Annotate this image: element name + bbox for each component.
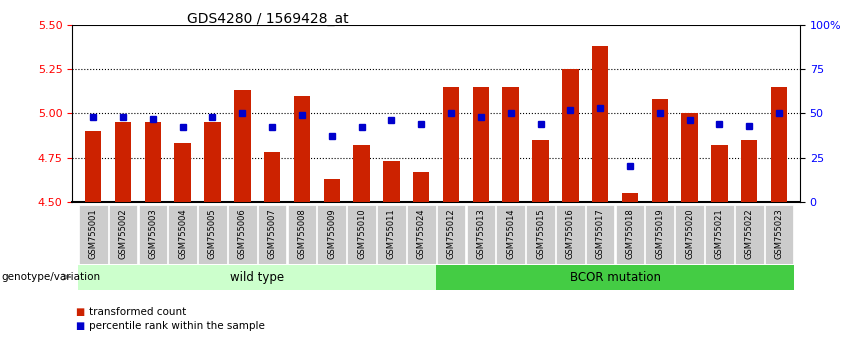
Bar — [413, 172, 430, 202]
Text: GSM755008: GSM755008 — [298, 209, 306, 259]
Text: GSM755017: GSM755017 — [596, 209, 605, 259]
FancyBboxPatch shape — [288, 205, 317, 264]
FancyBboxPatch shape — [347, 205, 376, 264]
FancyBboxPatch shape — [526, 205, 555, 264]
FancyBboxPatch shape — [168, 205, 197, 264]
FancyBboxPatch shape — [466, 205, 495, 264]
FancyBboxPatch shape — [615, 205, 644, 264]
Text: GSM755015: GSM755015 — [536, 209, 545, 259]
Text: GSM755019: GSM755019 — [655, 209, 665, 259]
FancyBboxPatch shape — [79, 205, 107, 264]
FancyBboxPatch shape — [317, 205, 346, 264]
Bar — [682, 113, 698, 202]
Text: GSM755020: GSM755020 — [685, 209, 694, 259]
Text: GSM755003: GSM755003 — [148, 209, 157, 259]
FancyBboxPatch shape — [496, 205, 525, 264]
Text: ■: ■ — [75, 307, 84, 316]
Text: genotype/variation: genotype/variation — [2, 272, 100, 282]
Bar — [472, 87, 489, 202]
Text: GSM755011: GSM755011 — [387, 209, 396, 259]
Text: percentile rank within the sample: percentile rank within the sample — [89, 321, 266, 331]
Text: GSM755010: GSM755010 — [357, 209, 366, 259]
FancyBboxPatch shape — [645, 205, 674, 264]
Text: GSM755009: GSM755009 — [328, 209, 336, 259]
FancyBboxPatch shape — [735, 205, 763, 264]
Text: GSM755016: GSM755016 — [566, 209, 574, 259]
Bar — [443, 87, 460, 202]
Text: GSM755018: GSM755018 — [625, 209, 635, 259]
Bar — [563, 69, 579, 202]
Bar — [264, 152, 280, 202]
Text: GSM755001: GSM755001 — [89, 209, 98, 259]
FancyBboxPatch shape — [705, 205, 734, 264]
Text: GSM755004: GSM755004 — [178, 209, 187, 259]
Text: GSM755013: GSM755013 — [477, 209, 485, 259]
Bar — [204, 122, 220, 202]
Bar — [383, 161, 400, 202]
FancyBboxPatch shape — [585, 205, 614, 264]
Text: GDS4280 / 1569428_at: GDS4280 / 1569428_at — [187, 12, 349, 27]
Bar — [323, 179, 340, 202]
FancyBboxPatch shape — [437, 205, 465, 264]
FancyBboxPatch shape — [436, 265, 794, 290]
Bar — [592, 46, 608, 202]
Bar — [115, 122, 131, 202]
Text: GSM755021: GSM755021 — [715, 209, 724, 259]
FancyBboxPatch shape — [228, 205, 257, 264]
FancyBboxPatch shape — [78, 265, 436, 290]
Bar — [174, 143, 191, 202]
Text: transformed count: transformed count — [89, 307, 186, 316]
FancyBboxPatch shape — [377, 205, 406, 264]
Text: GSM755022: GSM755022 — [745, 209, 754, 259]
Text: GSM755024: GSM755024 — [417, 209, 426, 259]
Bar — [502, 87, 519, 202]
Text: GSM755005: GSM755005 — [208, 209, 217, 259]
FancyBboxPatch shape — [139, 205, 167, 264]
Bar — [353, 145, 370, 202]
Text: GSM755007: GSM755007 — [267, 209, 277, 259]
Text: BCOR mutation: BCOR mutation — [569, 270, 660, 284]
FancyBboxPatch shape — [198, 205, 227, 264]
Bar — [652, 99, 668, 202]
Bar — [533, 140, 549, 202]
Text: wild type: wild type — [230, 270, 284, 284]
Bar — [294, 96, 310, 202]
FancyBboxPatch shape — [258, 205, 287, 264]
Bar — [234, 90, 250, 202]
FancyBboxPatch shape — [109, 205, 137, 264]
Text: GSM755006: GSM755006 — [237, 209, 247, 259]
Bar — [741, 140, 757, 202]
Bar — [622, 193, 638, 202]
Text: GSM755012: GSM755012 — [447, 209, 455, 259]
Bar — [771, 87, 787, 202]
Text: GSM755014: GSM755014 — [506, 209, 515, 259]
Text: GSM755002: GSM755002 — [118, 209, 128, 259]
Bar — [85, 131, 101, 202]
FancyBboxPatch shape — [407, 205, 436, 264]
Text: GSM755023: GSM755023 — [774, 209, 784, 259]
Bar — [145, 122, 161, 202]
FancyBboxPatch shape — [676, 205, 704, 264]
FancyBboxPatch shape — [556, 205, 585, 264]
Text: ■: ■ — [75, 321, 84, 331]
FancyBboxPatch shape — [765, 205, 793, 264]
Bar — [711, 145, 728, 202]
